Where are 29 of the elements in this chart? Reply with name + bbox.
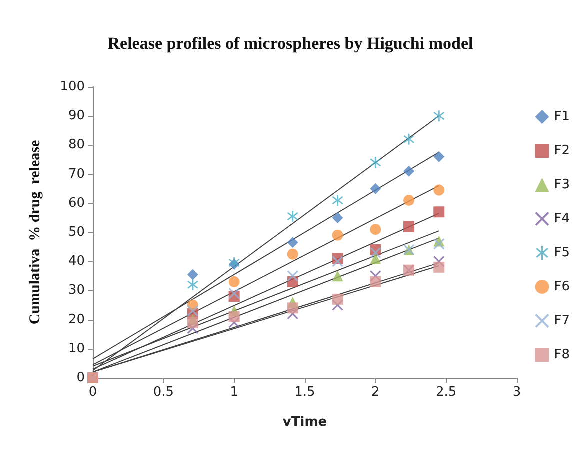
x-tick-label: 1 [230, 385, 238, 400]
legend-label: F5 [554, 246, 570, 260]
x-tick-label: 0 [88, 385, 98, 400]
legend-label: F1 [554, 110, 570, 124]
y-tick-label: 40 [68, 254, 85, 270]
legend-label: F3 [554, 178, 570, 192]
x-tick-label: 2 [372, 385, 380, 400]
y-tick-label: 30 [68, 283, 85, 298]
x-axis-title: vTime [282, 415, 328, 430]
legend-label: F6 [554, 280, 570, 294]
x-tick-label: 1.5 [294, 385, 316, 400]
y-tick-label: 0 [76, 370, 85, 386]
y-tick-label: 80 [68, 138, 85, 153]
chart-title: Release profiles of microspheres by Higuchi model [108, 34, 474, 53]
legend-label: F8 [554, 348, 570, 362]
legend-label: F4 [554, 212, 570, 226]
y-tick-label: 100 [60, 80, 85, 94]
y-tick-label: 60 [68, 196, 85, 211]
y-tick-label: 50 [68, 225, 85, 240]
y-tick-label: 20 [68, 312, 85, 328]
legend-label: F2 [554, 144, 570, 158]
x-tick-label: 0.5 [153, 385, 174, 400]
y-axis-title: Cumulativa % drug release [28, 140, 44, 325]
legend-label: F7 [554, 314, 570, 328]
y-tick-label: 10 [68, 341, 85, 356]
x-tick-label: 3 [512, 385, 522, 400]
y-tick-label: 90 [68, 108, 85, 124]
y-tick-label: 70 [68, 166, 85, 182]
x-tick-label: 2.5 [436, 385, 457, 400]
